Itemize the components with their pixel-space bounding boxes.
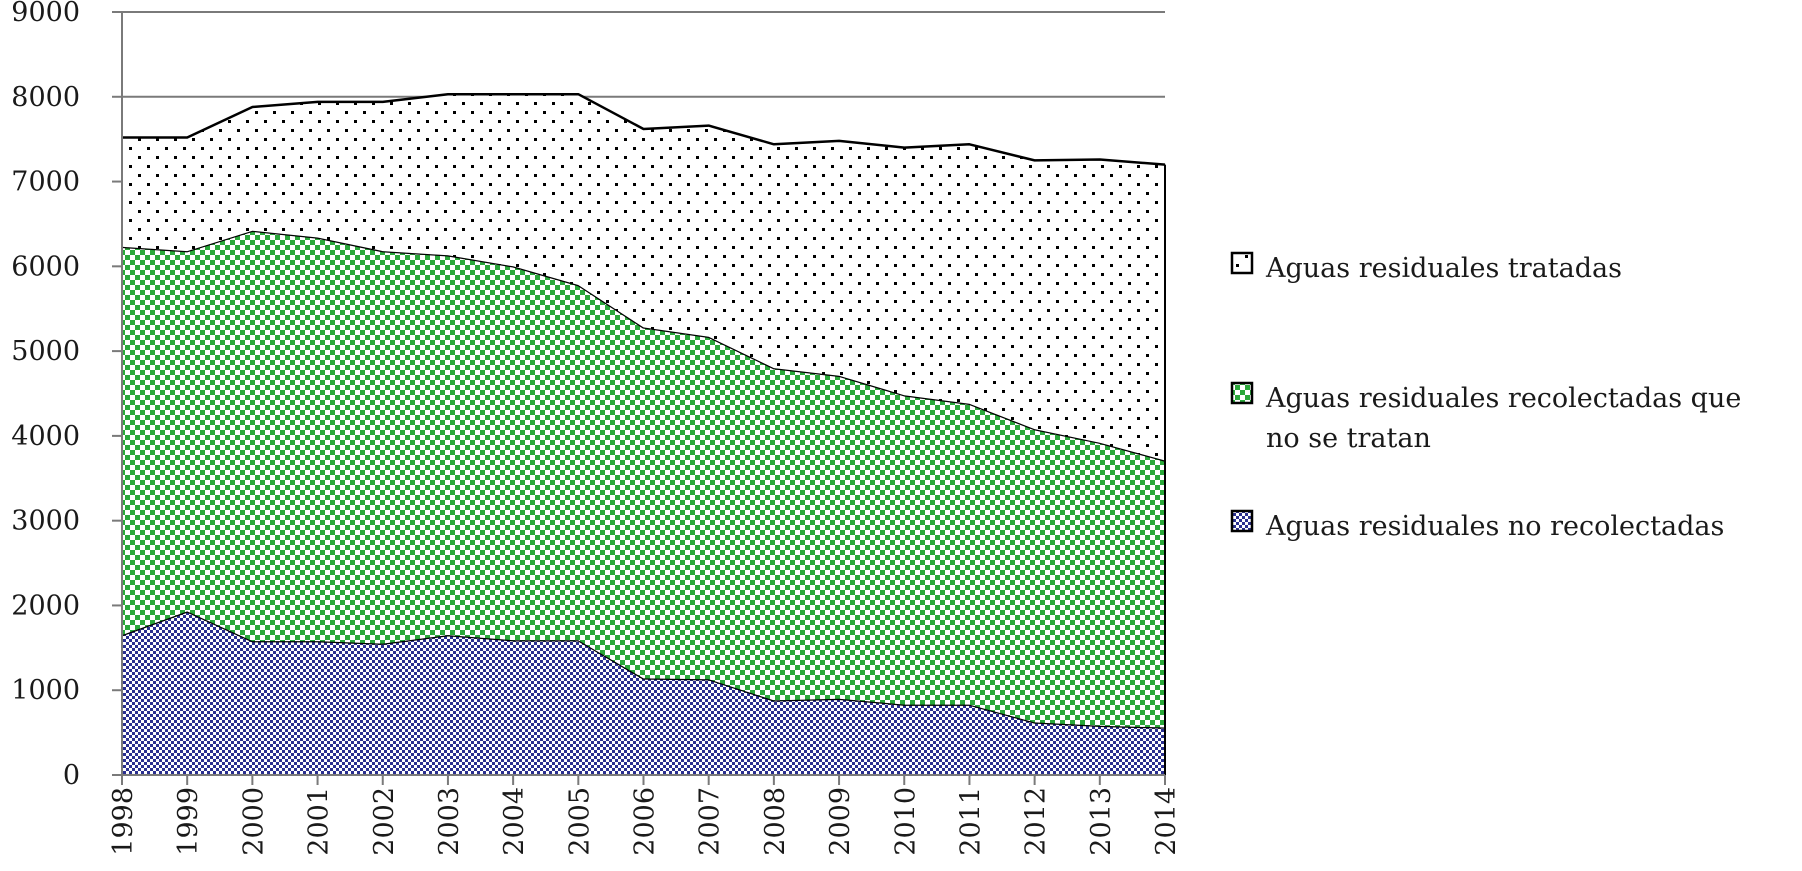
area-series-2 [122, 230, 1165, 728]
legend-swatch [1230, 381, 1254, 405]
x-tick-label: 2007 [695, 787, 726, 856]
x-tick-label: 2011 [955, 787, 986, 856]
legend: Aguas residuales tratadas Aguas residuale… [1230, 251, 1741, 542]
x-tick-label: 2004 [499, 787, 530, 856]
x-tick-label: 2013 [1086, 787, 1117, 856]
y-tick-label: 8000 [11, 82, 80, 113]
y-tick-label: 4000 [11, 421, 80, 452]
y-tick-label: 9000 [11, 0, 80, 28]
x-tick-label: 2014 [1151, 787, 1182, 856]
legend-item: Aguas residuales tratadas [1230, 251, 1622, 284]
x-tick-label: 2003 [434, 787, 465, 856]
y-tick-label: 2000 [11, 590, 80, 621]
x-tick-label: 2009 [825, 787, 856, 856]
x-tick-label: 2008 [760, 787, 791, 856]
y-tick-label: 0 [63, 760, 80, 791]
area-series [121, 92, 1166, 775]
x-tick-label: 1998 [108, 787, 139, 856]
axes [112, 11, 1166, 785]
x-tick-label: 2005 [564, 787, 595, 856]
x-tick-label: 2002 [369, 787, 400, 856]
x-tick-label: 2006 [630, 787, 661, 856]
x-tick-label: 2001 [304, 787, 335, 856]
x-tick-label: 2012 [1021, 787, 1052, 856]
x-tick-label: 2010 [890, 787, 921, 856]
x-tick-label: 1999 [173, 787, 204, 856]
legend-item: Aguas residuales no recolectadas [1230, 509, 1724, 542]
y-tick-label: 5000 [11, 336, 80, 367]
legend-label: Aguas residuales no recolectadas [1265, 511, 1724, 542]
legend-swatch [1230, 509, 1254, 533]
y-tick-label: 6000 [11, 251, 80, 282]
x-tick-label: 2000 [238, 787, 269, 856]
y-tick-label: 7000 [11, 167, 80, 198]
y-tick-label: 3000 [11, 506, 80, 537]
legend-swatch [1230, 251, 1254, 275]
legend-label: Aguas residuales tratadas [1265, 253, 1622, 284]
legend-label: Aguas residuales recolectadas que [1265, 383, 1741, 414]
area-series-3-outline [122, 92, 1166, 166]
x-axis-tick-labels: 1998 1999 2000 2001 2002 2003 2004 2005 2006 2007… [108, 787, 1182, 856]
area-series-3 [122, 94, 1165, 461]
y-axis-tick-labels: 0 1000 2000 3000 4000 5000 6000 7000 8000 9000 [11, 0, 80, 791]
legend-item: Aguas residuales recolectadas que no se t… [1230, 381, 1741, 454]
legend-label: no se tratan [1266, 423, 1431, 454]
area-series-1 [122, 611, 1165, 775]
y-tick-label: 1000 [11, 675, 80, 706]
